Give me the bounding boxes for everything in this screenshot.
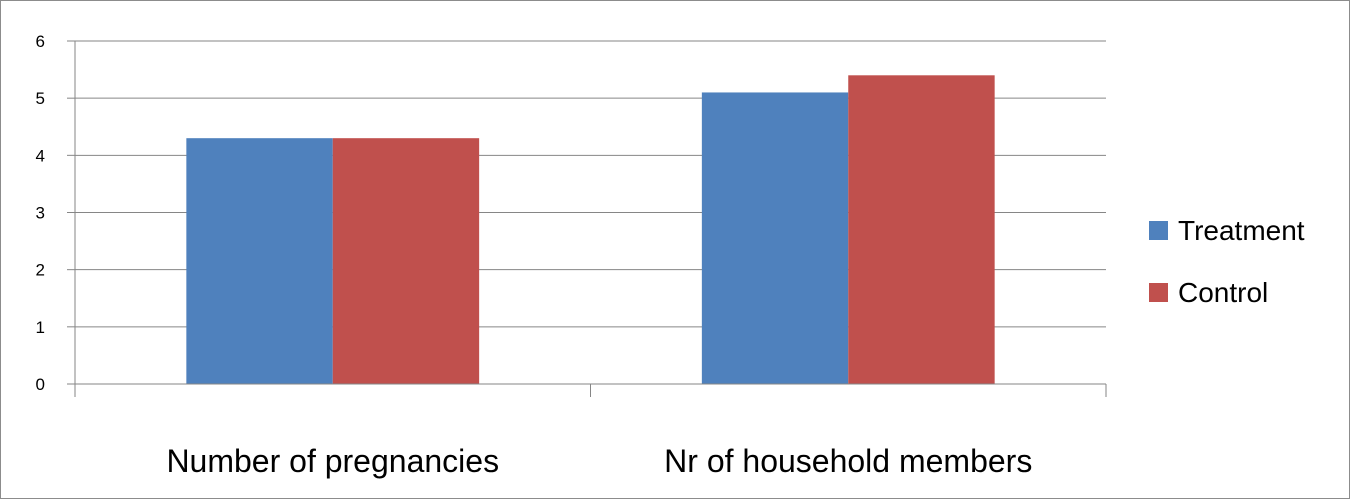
y-tick-label: 4 [36,146,45,165]
legend: Treatment Control [1149,215,1305,308]
y-tick-label: 1 [36,318,45,337]
category-label: Nr of household members [664,443,1032,479]
legend-label-control: Control [1178,277,1268,308]
legend-swatch-treatment [1149,221,1168,240]
category-labels: Number of pregnancies Nr of household mem… [166,443,1032,479]
y-tick-label: 2 [36,261,45,280]
bar-control-2 [848,75,995,385]
legend-swatch-control [1149,283,1168,302]
y-tick-label: 3 [36,204,45,223]
bars [186,75,995,385]
y-tick-labels: 0 1 2 3 4 5 6 [36,32,45,394]
bar-treatment-2 [701,92,849,384]
y-tick-label: 6 [36,32,45,51]
y-tick-label: 5 [36,89,45,108]
bar-treatment-1 [186,138,333,384]
y-tick-label: 0 [36,375,45,394]
axes [74,41,1107,397]
legend-label-treatment: Treatment [1178,215,1305,246]
category-label: Number of pregnancies [166,443,499,479]
bar-control-1 [332,138,480,384]
